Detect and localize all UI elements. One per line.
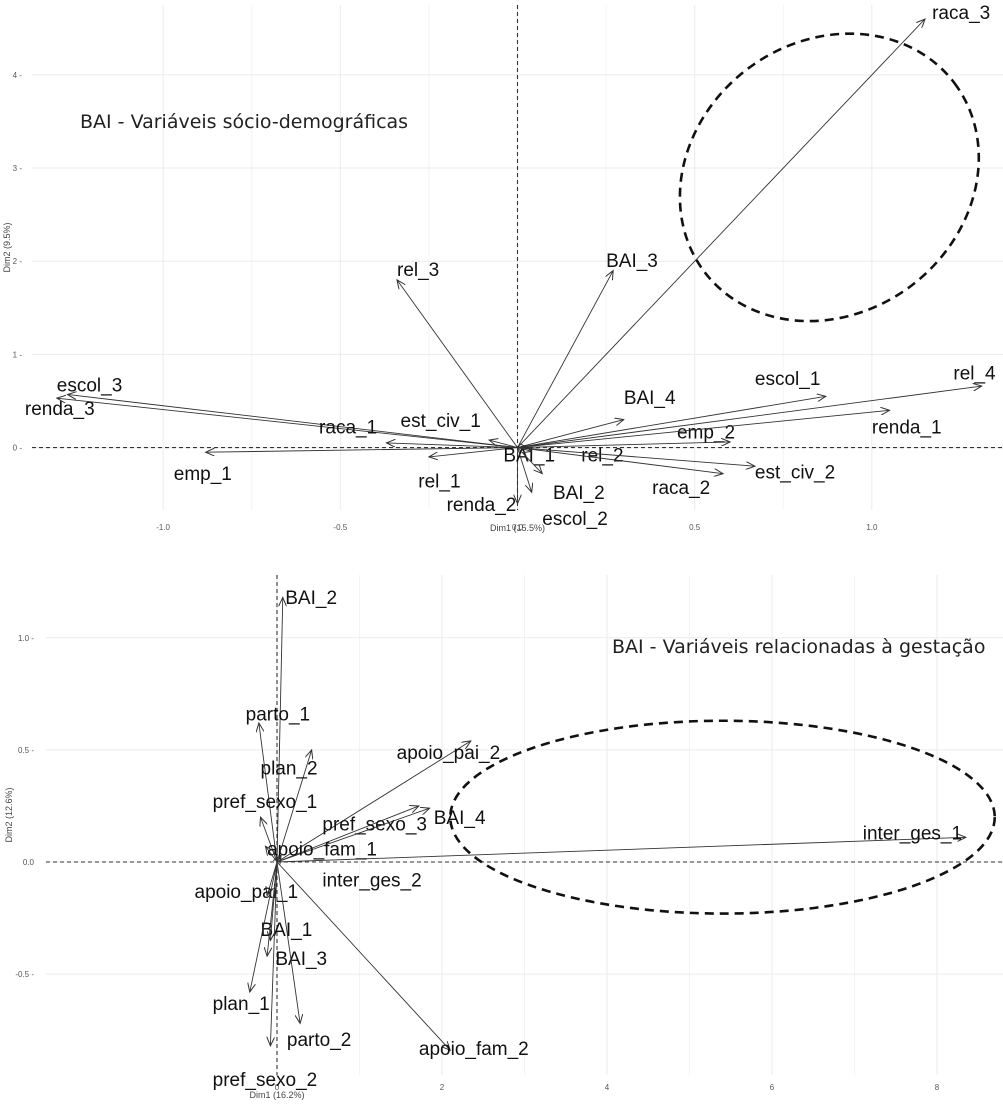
p2-vector-label-BAI_2: BAI_2 — [285, 588, 337, 609]
p1-vector-label-renda_3: renda_3 — [25, 399, 95, 420]
p2-xtick-label: 4 — [605, 1083, 610, 1092]
p1-vector-label-raca_3: raca_3 — [932, 3, 990, 24]
p1-vector-renda_3 — [57, 398, 518, 449]
p1-xtick-label: -1.0 — [156, 523, 170, 532]
p1-vector-label-BAI_2: BAI_2 — [553, 483, 605, 504]
p1-title: BAI - Variáveis sócio-demográficas — [80, 111, 408, 133]
p2-ytick-label: 0.0 — [23, 858, 35, 867]
p2-ytick-label: -0.5 - — [15, 970, 34, 979]
p2-vector-apoio_pai_2 — [276, 741, 471, 863]
p2-vector-BAI_3 — [267, 861, 278, 956]
p1-y-axis-title: Dim2 (9.5%) — [2, 222, 12, 272]
p2-vector-plan_2 — [276, 750, 312, 863]
p1-xtick-label: 1.0 — [866, 523, 878, 532]
p1-ytick-label: 3 - — [13, 164, 23, 173]
p1-vector-label-escol_3: escol_3 — [57, 376, 123, 397]
p1-vector-label-renda_1: renda_1 — [872, 418, 942, 439]
p2-vector-label-pref_sexo_2: pref_sexo_2 — [213, 1070, 318, 1091]
p1-vector-raca_1 — [386, 443, 518, 449]
p2-vector-label-apoio_fam_1: apoio_fam_1 — [267, 839, 377, 860]
p2-vector-label-inter_ges_2: inter_ges_2 — [322, 871, 421, 892]
p2-xtick-label: 2 — [440, 1083, 445, 1092]
p2-xtick-label: 6 — [770, 1083, 775, 1092]
p1-vector-est_civ_1 — [489, 440, 518, 449]
p2-vector-BAI_2 — [276, 597, 283, 863]
p1-vector-label-est_civ_1: est_civ_1 — [401, 411, 481, 432]
p1-ytick-label: 1 - — [13, 350, 23, 359]
p2-vector-pref_sexo_3 — [276, 806, 419, 863]
p1-vector-raca_2 — [517, 447, 724, 474]
p2-vector-label-pref_sexo_3: pref_sexo_3 — [322, 815, 427, 836]
p2-ytick-label: 1.0 - — [18, 634, 34, 643]
p2-vector-label-BAI_3: BAI_3 — [275, 949, 327, 970]
p1-vector-label-raca_1: raca_1 — [319, 418, 377, 439]
p1-vector-label-rel_1: rel_1 — [418, 472, 460, 493]
p1-vector-renda_1 — [517, 410, 890, 449]
p2-ytick-label: 0.5 - — [18, 746, 34, 755]
p2-vector-label-plan_2: plan_2 — [261, 759, 318, 780]
p1-ytick-label: 2 - — [13, 257, 23, 266]
p2-vector-label-pref_sexo_1: pref_sexo_1 — [213, 792, 318, 813]
p1-vector-BAI_2 — [517, 447, 543, 474]
p2-vector-parto_1 — [259, 723, 278, 863]
p1-vector-label-BAI_3: BAI_3 — [606, 251, 658, 272]
p2-vector-label-parto_1: parto_1 — [246, 705, 310, 726]
p2-vector-label-plan_1: plan_1 — [213, 994, 270, 1015]
p1-vector-label-rel_4: rel_4 — [953, 364, 996, 385]
p2-vector-plan_1 — [250, 861, 278, 992]
p2-vector-pref_sexo_2 — [270, 861, 278, 1046]
p2-vector-parto_2 — [276, 861, 300, 1023]
p1-xtick-label: 0.5 — [689, 523, 701, 532]
p1-vector-BAI_3 — [517, 271, 614, 448]
p2-x-axis-title: Dim1 (16.2%) — [249, 1090, 304, 1100]
p1-vector-escol_3 — [67, 394, 518, 449]
p2-vector-label-parto_2: parto_2 — [287, 1030, 351, 1051]
p1-vector-label-emp_1: emp_1 — [174, 464, 232, 485]
p2-vector-label-apoio_pai_2: apoio_pai_2 — [397, 743, 501, 764]
p2-vector-inter_ges_2 — [277, 855, 281, 862]
p1-ytick-label: 0 - — [13, 444, 23, 453]
p1-vector-rel_3 — [397, 280, 518, 448]
p1-xtick-label: 0.0 — [512, 523, 524, 532]
p1-vector-label-raca_2: raca_2 — [652, 478, 710, 499]
p1-vector-BAI_4 — [517, 420, 624, 449]
p1-vector-escol_1 — [517, 396, 826, 449]
p2-vector-label-BAI_4: BAI_4 — [434, 808, 486, 829]
p2-panel: 0 2 4 6 8 -0.5 - 0.0 0.5 - 1.0 - Dim1 (16.2%) Dim2… — [4, 575, 1003, 1100]
p1-vector-emp_1 — [206, 447, 518, 453]
p2-vector-label-inter_ges_1: inter_ges_1 — [863, 824, 962, 845]
p1-vector-rel_1 — [429, 447, 518, 457]
p1-vector-label-escol_1: escol_1 — [755, 369, 821, 390]
p1-xtick-label: -0.5 — [333, 523, 347, 532]
p2-vector-apoio_fam_2 — [276, 861, 450, 1050]
p1-vector-label-renda_2: renda_2 — [447, 495, 517, 516]
p2-highlight-ellipse — [448, 719, 997, 915]
p1-vector-rel_4 — [517, 386, 982, 449]
p2-title: BAI - Variáveis relacionadas à gestação — [612, 636, 985, 658]
p1-vector-raca_3 — [517, 19, 926, 448]
p1-vector-emp_2 — [517, 442, 731, 449]
p1-vector-escol_2 — [517, 447, 532, 493]
p1-vector-label-est_civ_2: est_civ_2 — [755, 462, 835, 483]
p2-vector-label-apoio_fam_2: apoio_fam_2 — [419, 1039, 529, 1060]
p1-x-axis-title: Dim1 (15.5%) — [490, 523, 545, 533]
p1-vector-label-rel_3: rel_3 — [397, 260, 439, 281]
p1-vector-est_civ_2 — [517, 447, 755, 467]
p2-xtick-label: 8 — [935, 1083, 940, 1092]
p1-highlight-ellipse — [678, 32, 981, 323]
p1-vector-label-rel_2: rel_2 — [581, 446, 623, 467]
p1-vector-label-BAI_4: BAI_4 — [624, 388, 676, 409]
p2-vector-BAI_4 — [276, 808, 430, 863]
p1-vector-label-escol_2: escol_2 — [542, 509, 608, 530]
p2-vector-apoio_pai_1 — [267, 861, 278, 896]
p1-panel: -1.0 -0.5 0.0 0.5 1.0 0 - 1 - 2 - 3 - 4 - Dim1 (15… — [2, 3, 1003, 533]
p2-xtick-label: 0 — [275, 1083, 280, 1092]
p2-y-axis-title: Dim2 (12.6%) — [4, 787, 14, 842]
p2-vector-inter_ges_1 — [276, 837, 966, 863]
p1-vector-label-emp_2: emp_2 — [677, 422, 735, 443]
p1-ytick-label: 4 - — [13, 71, 23, 80]
